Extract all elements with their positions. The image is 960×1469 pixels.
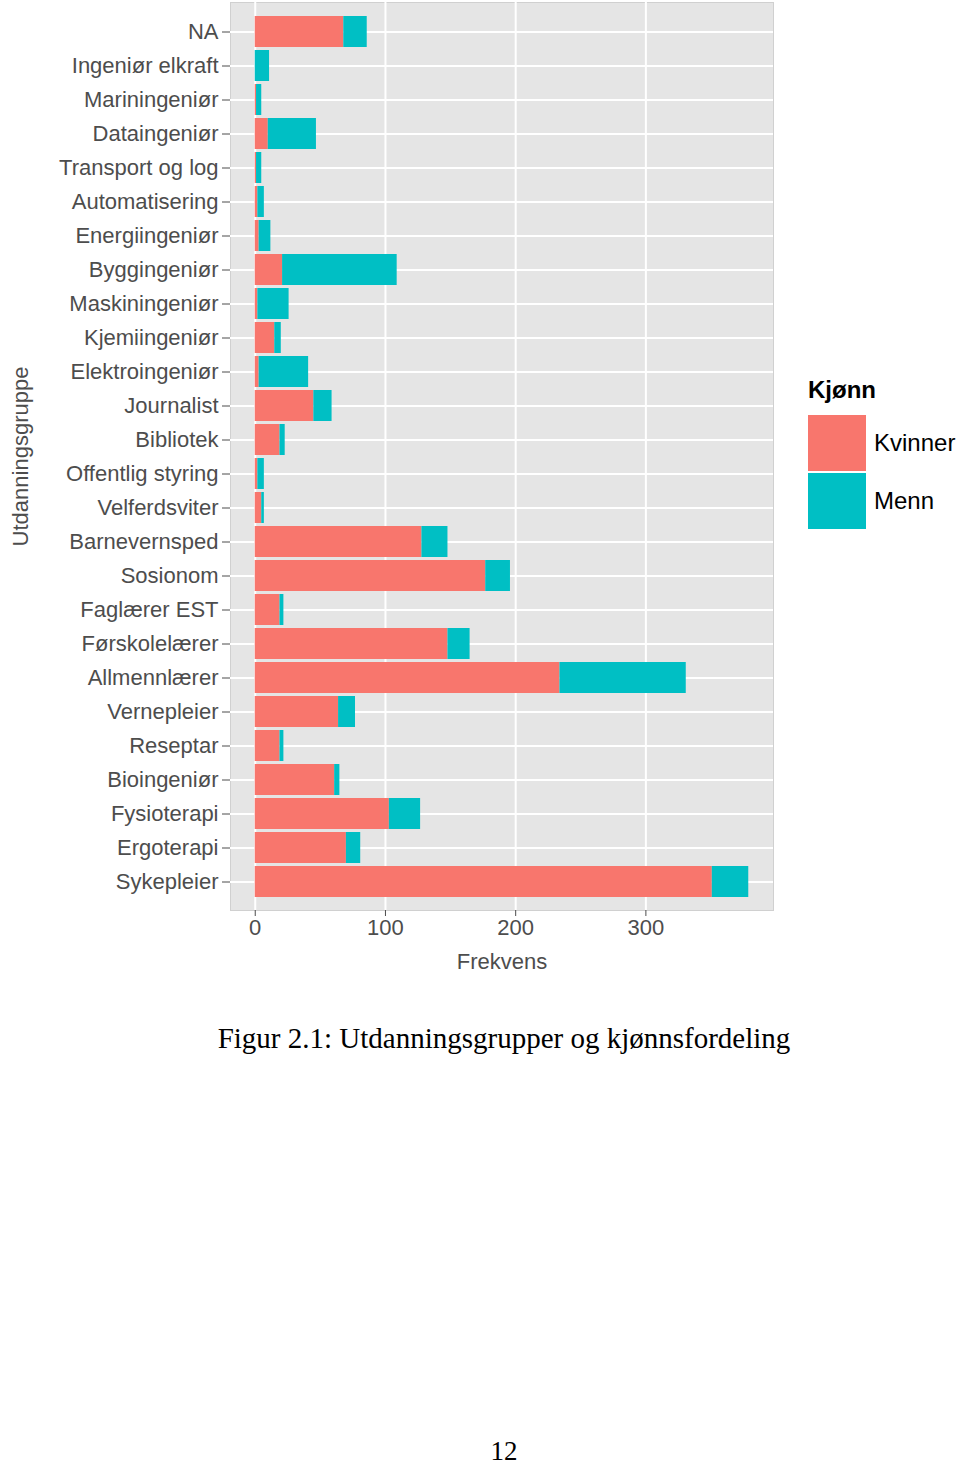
svg-text:Vernepleier: Vernepleier <box>107 699 218 724</box>
svg-text:Frekvens: Frekvens <box>457 949 547 974</box>
svg-text:Sosionom: Sosionom <box>121 563 219 588</box>
svg-text:Fysioterapi: Fysioterapi <box>111 801 219 826</box>
html-text:Kvinner: Kvinner <box>874 429 956 456</box>
svg-text:Ingeniør elkraft: Ingeniør elkraft <box>72 53 219 78</box>
svg-text:Reseptar: Reseptar <box>129 733 218 758</box>
svg-text:Førskolelærer: Førskolelærer <box>82 631 219 656</box>
html-text:Kjønn: Kjønn <box>808 376 876 403</box>
svg-text:100: 100 <box>367 915 404 940</box>
svg-text:0: 0 <box>249 915 261 940</box>
svg-text:Byggingeniør: Byggingeniør <box>89 257 219 282</box>
svg-text:Faglærer EST: Faglærer EST <box>80 597 218 622</box>
svg-text:Energiingeniør: Energiingeniør <box>75 223 218 248</box>
svg-text:Ergoterapi: Ergoterapi <box>117 835 219 860</box>
svg-text:Kjemiingeniør: Kjemiingeniør <box>84 325 219 350</box>
svg-text:Bibliotek: Bibliotek <box>135 427 219 452</box>
svg-text:Automatisering: Automatisering <box>72 189 219 214</box>
svg-text:Maskiningeniør: Maskiningeniør <box>69 291 218 316</box>
html-text:Menn: Menn <box>874 487 934 514</box>
svg-text:Mariningeniør: Mariningeniør <box>84 87 219 112</box>
svg-text:200: 200 <box>497 915 534 940</box>
svg-text:Barnevernsped: Barnevernsped <box>69 529 218 554</box>
svg-text:300: 300 <box>628 915 665 940</box>
svg-text:Offentlig styring: Offentlig styring <box>66 461 218 486</box>
svg-text:Journalist: Journalist <box>124 393 218 418</box>
svg-text:Dataingeniør: Dataingeniør <box>93 121 219 146</box>
svg-text:Allmennlærer: Allmennlærer <box>88 665 219 690</box>
svg-text:Bioingeniør: Bioingeniør <box>107 767 218 792</box>
svg-text:Sykepleier: Sykepleier <box>116 869 219 894</box>
svg-text:Transport og log: Transport og log <box>59 155 218 180</box>
html-text:12: 12 <box>490 1436 518 1466</box>
svg-text:NA: NA <box>188 19 219 44</box>
svg-text:Velferdsviter: Velferdsviter <box>97 495 218 520</box>
svg-text:Elektroingeniør: Elektroingeniør <box>71 359 219 384</box>
svg-text:Utdanningsgruppe: Utdanningsgruppe <box>8 367 33 547</box>
html-text:Figur 2.1: Utdanningsgrupper o: Figur 2.1: Utdanningsgrupper og kjønnsfo… <box>217 1022 791 1054</box>
